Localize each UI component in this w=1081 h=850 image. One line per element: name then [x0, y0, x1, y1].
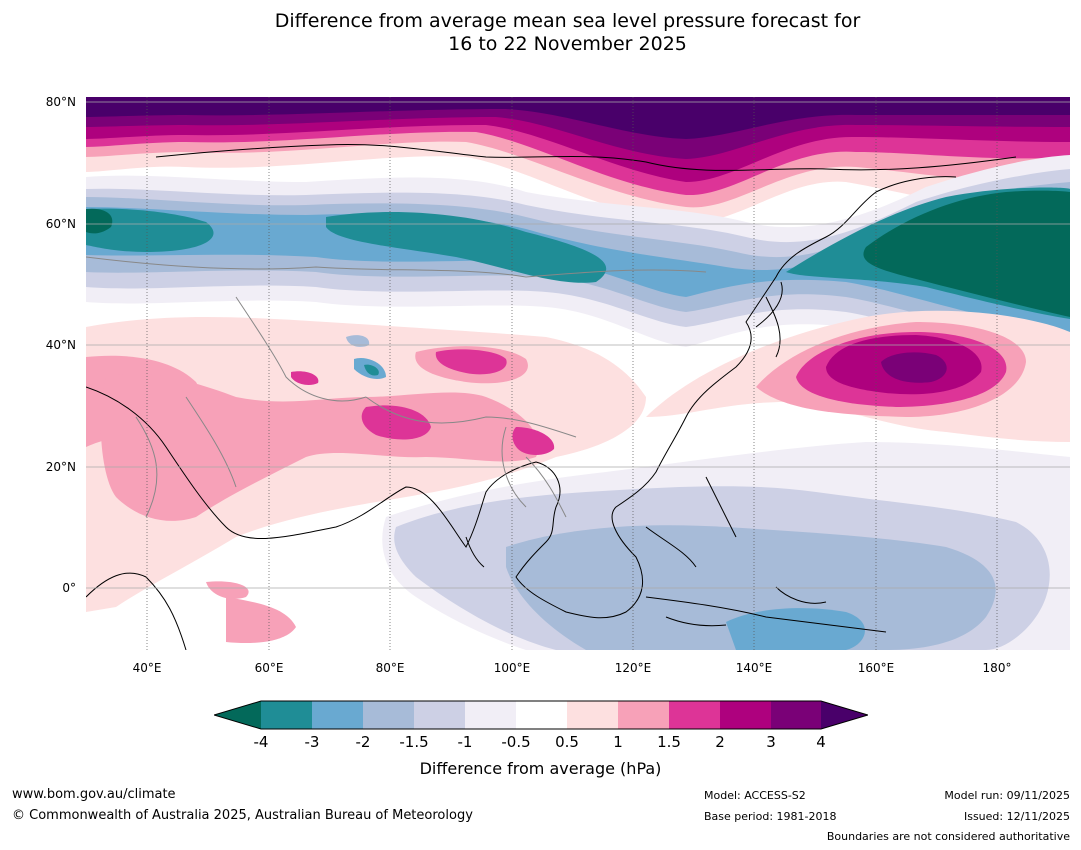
colorbar-extend-low — [214, 701, 261, 729]
colorbar-tick: -3 — [304, 733, 320, 751]
colorbar-label: Difference from average (hPa) — [419, 759, 662, 778]
lat-label-equator: 0° — [62, 581, 76, 595]
colorbar-tick: 1 — [613, 733, 623, 751]
midlatitude-low-anomaly — [86, 155, 1070, 387]
lon-label-80e: 80°E — [375, 661, 405, 675]
colorbar-bin — [312, 701, 363, 729]
lon-label-160e: 160°E — [857, 661, 895, 675]
lat-label-80n: 80°N — [45, 95, 76, 109]
pacific-high-anomaly — [646, 310, 1070, 442]
issued-text: Issued: 12/11/2025 — [963, 810, 1070, 823]
colorbar-bin — [363, 701, 414, 729]
colorbar-tick: 4 — [816, 733, 826, 751]
title-line-1: Difference from average mean sea level p… — [274, 10, 861, 32]
title-line-2: 16 to 22 November 2025 — [448, 33, 687, 55]
pressure-anomaly-map — [86, 97, 1070, 650]
colorbar-bin — [669, 701, 720, 729]
model-run-text: Model run: 09/11/2025 — [944, 789, 1070, 802]
lon-label-180: 180° — [982, 661, 1012, 675]
colorbar-tick: -2 — [355, 733, 371, 751]
colorbar-bin — [465, 701, 516, 729]
lat-label-60n: 60°N — [45, 217, 76, 231]
colorbar-bin — [261, 701, 312, 729]
lon-label-140e: 140°E — [735, 661, 773, 675]
colorbar-extend-high — [821, 701, 868, 729]
country-borders — [86, 256, 707, 518]
base-period-text: Base period: 1981-2018 — [704, 810, 837, 823]
lon-label-120e: 120°E — [614, 661, 652, 675]
lon-label-40e: 40°E — [132, 661, 162, 675]
colorbar-tick: -4 — [253, 733, 269, 751]
colorbar-bin — [720, 701, 771, 729]
lon-label-60e: 60°E — [254, 661, 284, 675]
colorbar-tick: -1.5 — [399, 733, 429, 751]
graticule-meridians — [146, 97, 998, 650]
colorbar-tick: 0.5 — [555, 733, 579, 751]
colorbar-bin — [516, 701, 567, 729]
lat-label-20n: 20°N — [45, 460, 76, 474]
copyright-text: © Commonwealth of Australia 2025, Austra… — [12, 808, 473, 823]
colorbar-tick: 3 — [766, 733, 776, 751]
colorbar-tick: -0.5 — [501, 733, 531, 751]
colorbar-bin — [567, 701, 618, 729]
colorbar-tick: -1 — [457, 733, 473, 751]
colorbar — [214, 700, 868, 730]
colorbar-bin — [618, 701, 669, 729]
lat-label-40n: 40°N — [45, 338, 76, 352]
colorbar-outline — [214, 700, 868, 730]
colorbar-tick: 2 — [715, 733, 725, 751]
coastlines — [86, 143, 1017, 650]
website-text: www.bom.gov.au/climate — [12, 787, 176, 802]
colorbar-tick: 1.5 — [657, 733, 681, 751]
graticule-parallels — [86, 101, 1070, 589]
arctic-high-anomaly — [86, 97, 1070, 223]
colorbar-bin — [414, 701, 465, 729]
boundaries-disclaimer: Boundaries are not considered authoritat… — [826, 830, 1070, 843]
lon-label-100e: 100°E — [493, 661, 531, 675]
colorbar-bin — [771, 701, 821, 729]
model-text: Model: ACCESS-S2 — [704, 789, 806, 802]
asia-high-anomaly — [86, 317, 646, 644]
map-title: Difference from average mean sea level p… — [0, 10, 1081, 56]
